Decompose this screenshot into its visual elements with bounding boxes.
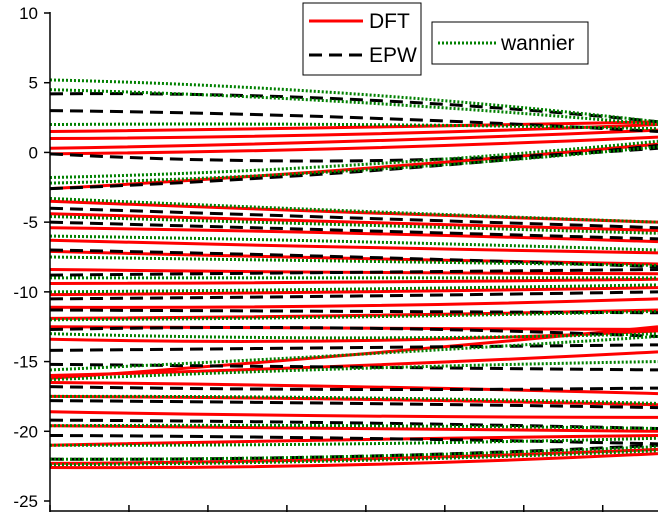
legend-box-secondary: wannier	[431, 21, 589, 65]
band-line-epw	[49, 325, 658, 338]
band-line-epw	[49, 308, 658, 315]
y-tick-label: -5	[23, 213, 38, 232]
y-tick-label: 0	[29, 143, 38, 162]
band-line-wannier	[49, 445, 658, 461]
band-line-epw	[49, 248, 658, 269]
band-line-dft	[49, 212, 658, 233]
legend-frame	[302, 2, 422, 76]
band-line-wannier	[49, 283, 658, 294]
band-line-epw	[49, 206, 658, 230]
band-line-epw	[49, 385, 658, 392]
band-line-epw	[49, 433, 658, 446]
band-line-epw	[49, 418, 658, 430]
band-line-wannier	[49, 436, 658, 447]
band-line-dft	[49, 452, 658, 470]
band-line-dft	[49, 297, 658, 309]
band-line-wannier	[49, 145, 658, 185]
y-axis-ticks: 10 5 0 -5 -10 -15 -20 -25	[13, 4, 50, 511]
legend-label-wannier: wannier	[500, 32, 575, 55]
band-line-wannier	[49, 360, 658, 382]
band-line-wannier	[49, 196, 658, 224]
band-line-wannier	[49, 234, 658, 252]
y-tick-label: -20	[13, 422, 38, 441]
band-line-dft	[49, 128, 658, 150]
band-line-wannier	[49, 255, 658, 267]
y-tick-label: -10	[13, 283, 38, 302]
band-line-dft	[49, 380, 658, 396]
band-line-dft	[49, 277, 658, 285]
band-lines	[49, 78, 658, 470]
band-line-dft	[49, 226, 658, 244]
plot-area: 10 5 0 -5 -10 -15 -20 -25	[13, 4, 658, 512]
band-line-epw	[49, 290, 658, 301]
band-line-wannier	[49, 122, 658, 131]
band-line-epw	[49, 109, 658, 134]
legend-box-primary: DFT EPW	[302, 2, 422, 76]
band-line-dft	[49, 286, 658, 297]
y-tick-label: 5	[29, 74, 38, 93]
band-line-dft	[49, 135, 658, 156]
y-tick-label: -25	[13, 492, 38, 511]
band-line-wannier	[49, 394, 658, 405]
legend-label-dft: DFT	[369, 10, 410, 33]
band-line-epw	[49, 343, 658, 352]
band-line-wannier	[49, 88, 658, 127]
band-line-dft	[49, 238, 658, 255]
band-line-wannier	[49, 139, 658, 180]
x-axis-ticks	[49, 505, 604, 512]
band-line-epw	[49, 268, 658, 277]
y-tick-label: 10	[19, 4, 38, 23]
band-line-wannier	[49, 449, 658, 467]
band-line-wannier	[49, 334, 658, 372]
legend-label-epw: EPW	[369, 44, 417, 67]
y-tick-label: -15	[13, 353, 38, 372]
band-line-dft	[49, 410, 658, 419]
band-line-wannier	[49, 332, 658, 340]
band-line-wannier	[49, 309, 658, 322]
band-line-dft	[49, 120, 658, 134]
band-line-wannier	[49, 215, 658, 235]
band-line-wannier	[49, 423, 658, 430]
band-line-wannier	[49, 78, 658, 124]
band-line-epw	[49, 220, 658, 241]
band-line-epw	[49, 399, 658, 410]
